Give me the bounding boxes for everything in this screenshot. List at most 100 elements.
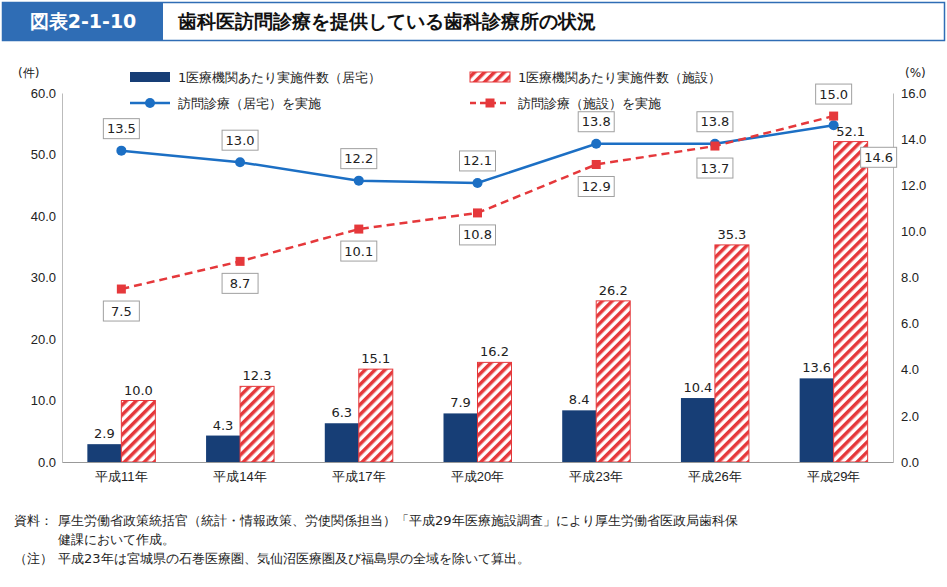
bar-label: 10.0	[124, 383, 153, 398]
y-tick: 20.0	[31, 332, 62, 347]
y2-tick-label: 0.0	[901, 455, 919, 470]
line-label-box	[222, 273, 258, 293]
legend: 1医療機関あたり実施件数（居宅）1医療機関あたり実施件数（施設）訪問診療（居宅）…	[130, 70, 721, 111]
y2-tick-label: 16.0	[901, 86, 926, 101]
line-label-text: 10.8	[463, 227, 492, 242]
bar	[206, 436, 240, 462]
line-label-text: 12.9	[582, 179, 611, 194]
bar	[444, 413, 478, 462]
bar-label: 6.3	[331, 405, 352, 420]
y2-tick: 2.0	[893, 409, 919, 424]
x-tick: 平成17年	[332, 462, 385, 484]
bar	[359, 369, 393, 462]
y-tick-label: 60.0	[31, 86, 56, 101]
line-label-text: 10.1	[344, 244, 373, 259]
y2-tick-label: 4.0	[901, 362, 919, 377]
line-label-box	[578, 176, 614, 196]
source-label: 資料：	[14, 513, 53, 528]
y-tick-label: 30.0	[31, 270, 56, 285]
bar-label: 52.1	[836, 124, 865, 139]
line-label-box	[460, 225, 496, 245]
y-axis-title: (件)	[18, 66, 39, 80]
x-axis: 平成11年平成14年平成17年平成20年平成23年平成26年平成29年	[63, 462, 894, 484]
line-label: 7.5	[103, 301, 139, 321]
y2-axis: 0.0 2.0 4.0 6.0 8.0 10.0 12.0 14.0 16.0	[893, 86, 926, 470]
bar	[800, 378, 834, 462]
line-label: 12.1	[460, 151, 496, 171]
line	[121, 116, 833, 289]
legend-item: 訪問診療（施設）を実施	[470, 96, 661, 111]
bar-label: 4.3	[213, 418, 234, 433]
line-label-text: 14.6	[864, 150, 893, 165]
bar-label: 8.4	[569, 392, 590, 407]
line-label: 13.8	[697, 112, 733, 132]
y-tick-label: 0.0	[38, 455, 56, 470]
line-marker	[116, 146, 126, 156]
y-tick: 30.0	[31, 270, 62, 285]
y-tick-label: 20.0	[31, 332, 56, 347]
line-label-box	[222, 130, 258, 150]
line-label-box	[341, 241, 377, 261]
line-label: 10.1	[341, 241, 377, 261]
x-tick-label: 平成26年	[688, 469, 741, 484]
line-label-box	[103, 119, 139, 139]
chart: 図表2-1-10歯科医訪問診療を提供している歯科診療所の状況0.010.020.…	[0, 0, 947, 587]
source-text: 健課において作成。	[58, 532, 175, 547]
x-tick-label: 平成14年	[213, 469, 266, 484]
note-text: 平成23年は宮城県の石巻医療圏、気仙沼医療圏及び福島県の全域を除いて算出。	[58, 551, 530, 566]
bar	[596, 301, 630, 462]
y2-tick: 6.0	[893, 316, 919, 331]
y2-tick-label: 8.0	[901, 270, 919, 285]
y-axis-line	[62, 94, 63, 463]
figure-label-box	[3, 3, 163, 40]
bar-label: 7.9	[450, 395, 471, 410]
bar	[562, 410, 596, 462]
legend-label: 訪問診療（居宅）を実施	[178, 96, 321, 111]
bar	[478, 362, 512, 462]
y2-tick: 8.0	[893, 270, 919, 285]
legend-item: 訪問診療（居宅）を実施	[130, 96, 321, 111]
line-label-box	[697, 112, 733, 132]
y2-tick-label: 12.0	[901, 178, 926, 193]
bar	[681, 398, 715, 462]
line-label: 12.9	[578, 176, 614, 196]
y2-tick-label: 14.0	[901, 132, 926, 147]
y2-tick-label: 10.0	[901, 224, 926, 239]
line-label-box	[103, 301, 139, 321]
line-label: 10.8	[460, 225, 496, 245]
line-label-text: 13.7	[700, 161, 729, 176]
note-label: （注）	[14, 551, 53, 566]
x-tick-label: 平成23年	[569, 469, 622, 484]
figure-label: 図表2-1-10	[30, 10, 137, 32]
line-marker	[117, 285, 126, 294]
legend-marker	[145, 98, 155, 108]
bar	[240, 386, 274, 462]
line	[121, 125, 833, 183]
bar-label: 15.1	[361, 351, 390, 366]
bar-label: 13.6	[802, 360, 831, 375]
y2-tick: 4.0	[893, 362, 919, 377]
x-tick: 平成29年	[807, 462, 860, 484]
y2-axis-title: (%)	[905, 66, 926, 80]
y2-tick: 10.0	[893, 224, 926, 239]
legend-label: 訪問診療（施設）を実施	[518, 96, 661, 111]
line-label-box	[460, 151, 496, 171]
y-tick-label: 10.0	[31, 393, 56, 408]
legend-item: 1医療機関あたり実施件数（居宅）	[130, 70, 381, 85]
x-tick-label: 平成20年	[451, 469, 504, 484]
line-label-text: 7.5	[111, 304, 132, 319]
line-label-text: 13.0	[226, 133, 255, 148]
x-tick: 平成14年	[213, 462, 266, 484]
line-label-text: 8.7	[230, 276, 251, 291]
y-axis: 0.010.020.030.040.050.060.0	[31, 86, 63, 470]
y2-tick: 0.0	[893, 455, 919, 470]
y-tick: 60.0	[31, 86, 62, 101]
bar-label: 10.4	[683, 380, 712, 395]
line-label: 13.7	[697, 158, 733, 178]
bar	[325, 423, 359, 462]
line-label-text: 13.8	[582, 114, 611, 129]
data-labels: 2.94.36.37.98.410.413.610.012.315.116.22…	[94, 84, 897, 441]
bar	[715, 245, 749, 462]
y2-tick: 12.0	[893, 178, 926, 193]
line-label-text: 12.2	[344, 151, 373, 166]
